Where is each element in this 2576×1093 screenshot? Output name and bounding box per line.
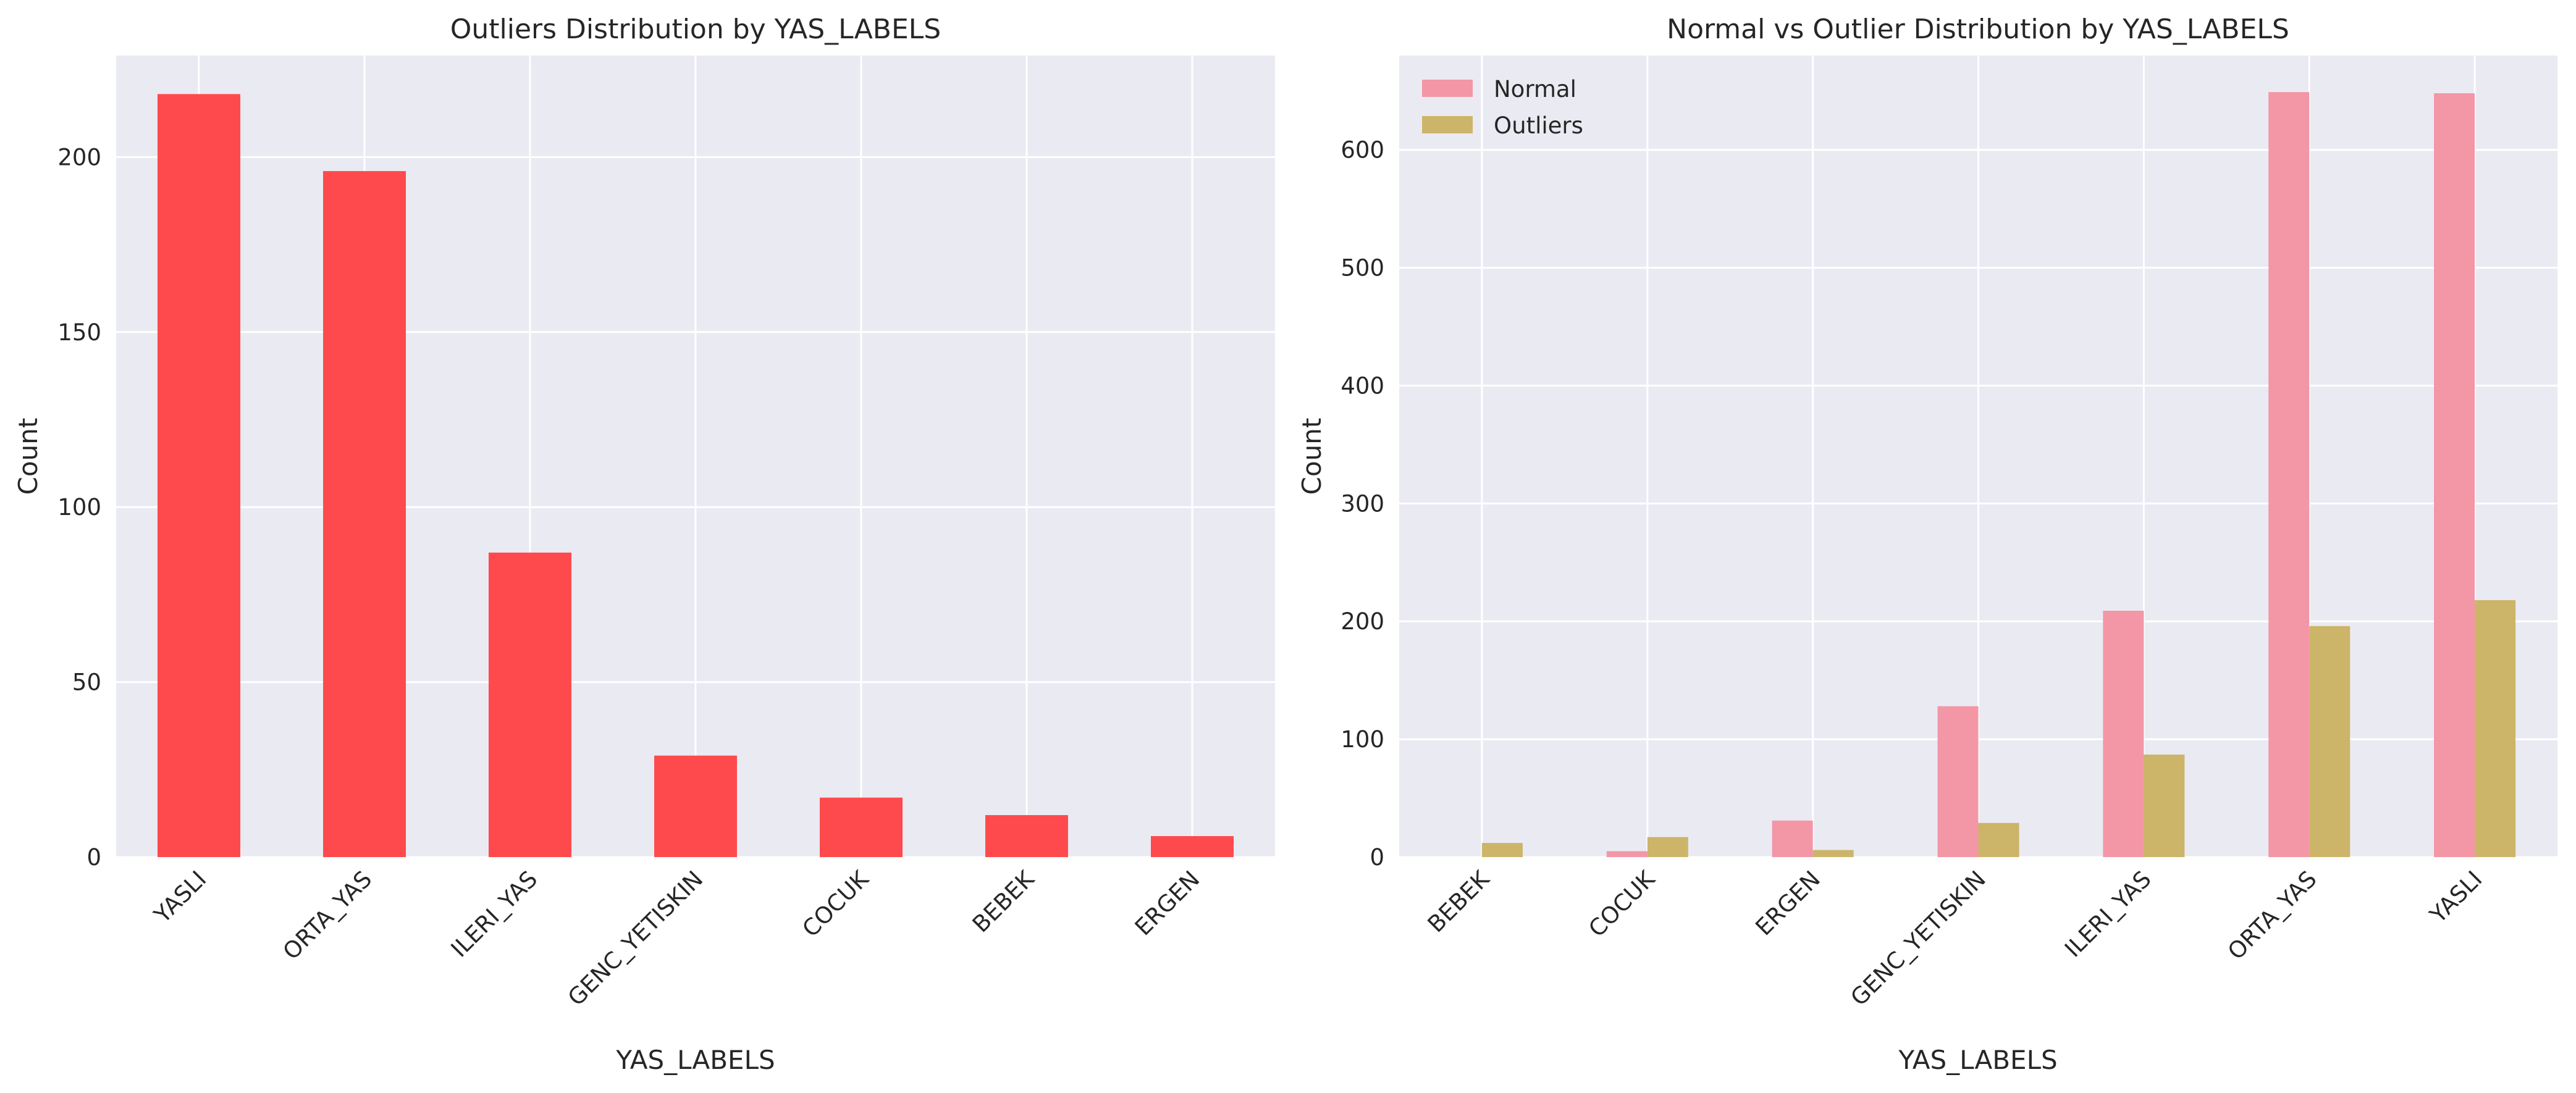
- bar-outliers-orta-yas: [2309, 626, 2351, 857]
- x-tick-label: ILERI_YAS: [446, 866, 543, 963]
- bar-ergen: [1151, 835, 1234, 857]
- x-tick-label: ORTA_YAS: [2223, 866, 2322, 965]
- outliers-bar-chart: 0 50 100 150 200 YASLI ORTA_YAS ILERI_YAS GENC_…: [13, 14, 1275, 1075]
- x-tick-label: BEBEK: [1423, 865, 1496, 938]
- legend-swatch-normal: [1422, 80, 1473, 97]
- y-tick-label: 300: [1341, 490, 1384, 517]
- bar-genc-yetiskin: [654, 755, 737, 857]
- bar-normal-cocuk: [1606, 851, 1648, 857]
- x-axis-label: YAS_LABELS: [615, 1045, 775, 1075]
- x-axis-label: YAS_LABELS: [1898, 1045, 2057, 1075]
- bar-outliers-yasli: [2475, 600, 2516, 857]
- bar-bebek: [985, 815, 1068, 857]
- x-tick-label: ORTA_YAS: [278, 866, 377, 965]
- normal-vs-outlier-bar-chart: 0 100 200 300 400 500 600 BEBEK COCUK ERGEN GENC_…: [1297, 14, 2557, 1075]
- bar-normal-ergen: [1772, 820, 1813, 857]
- bar-cocuk: [820, 797, 903, 857]
- x-tick-label: ILERI_YAS: [2060, 866, 2157, 963]
- y-tick-label: 0: [86, 844, 101, 871]
- legend: Normal Outliers: [1422, 76, 1583, 139]
- x-tick-label: GENC_YETISKIN: [563, 866, 708, 1011]
- y-tick-label: 0: [1370, 844, 1384, 871]
- y-axis-label: Count: [1297, 418, 1327, 495]
- x-tick-label: GENC_YETISKIN: [1845, 866, 1990, 1011]
- bar-normal-orta-yas: [2268, 92, 2310, 857]
- legend-label-outliers: Outliers: [1494, 112, 1583, 139]
- bar-outliers-cocuk: [1647, 837, 1688, 857]
- x-tick-label: COCUK: [1583, 865, 1661, 942]
- x-tick-label: ERGEN: [1130, 866, 1205, 941]
- bar-outliers-ergen: [1812, 850, 1854, 857]
- bar-outliers-bebek: [1481, 843, 1523, 857]
- y-axis-label: Count: [13, 418, 43, 495]
- y-tick-label: 200: [57, 144, 101, 170]
- bar-normal-ileri-yas: [2103, 611, 2144, 857]
- y-tick-label: 100: [1341, 726, 1384, 753]
- bar-outliers-ileri-yas: [2144, 754, 2185, 857]
- bar-orta-yas: [323, 171, 406, 857]
- y-tick-label: 100: [57, 494, 101, 521]
- bar-normal-genc-yetiskin: [1937, 706, 1979, 857]
- x-tick-label: YASLI: [2425, 866, 2488, 929]
- bar-normal-yasli: [2434, 93, 2475, 857]
- y-tick-label: 200: [1341, 608, 1384, 635]
- y-tick-label: 150: [57, 319, 101, 346]
- x-tick-label: COCUK: [798, 865, 875, 942]
- legend-swatch-outliers: [1422, 116, 1473, 133]
- chart-title: Normal vs Outlier Distribution by YAS_LA…: [1667, 14, 2289, 45]
- y-tick-label: 600: [1341, 137, 1384, 164]
- x-tick-label: YASLI: [148, 866, 211, 929]
- y-tick-label: 400: [1341, 372, 1384, 399]
- bar-yasli: [158, 94, 240, 857]
- x-tick-label: BEBEK: [967, 865, 1040, 938]
- x-tick-label: ERGEN: [1751, 866, 1826, 941]
- bar-ileri-yas: [489, 552, 571, 857]
- chart-title: Outliers Distribution by YAS_LABELS: [450, 14, 941, 45]
- y-tick-label: 50: [72, 669, 101, 696]
- y-tick-label: 500: [1341, 255, 1384, 282]
- legend-label-normal: Normal: [1494, 76, 1576, 103]
- bar-outliers-genc-yetiskin: [1978, 823, 2019, 857]
